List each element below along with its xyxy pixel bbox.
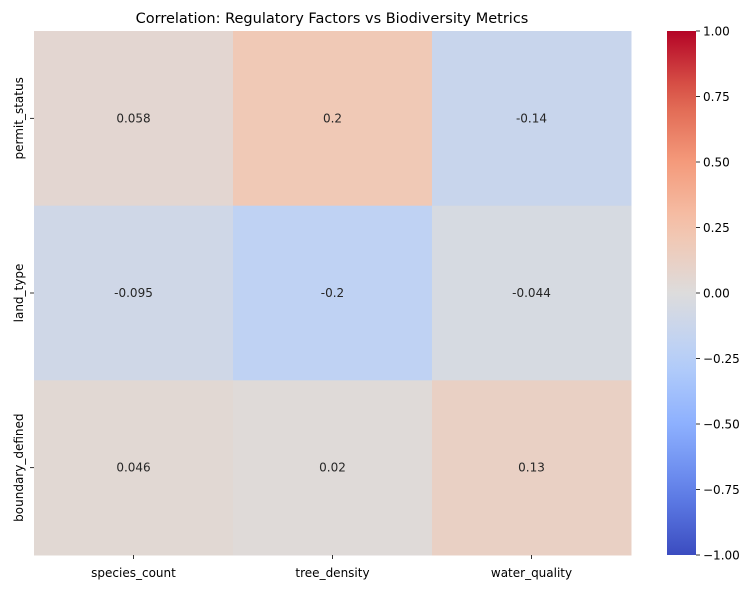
heatmap-cell bbox=[233, 31, 433, 207]
heatmap-cell-labels: 0.058 0.2 -0.14 -0.095 -0.2 -0.044 0.046 0.02 0.… bbox=[114, 111, 551, 474]
y-tick-label: boundary_defined bbox=[12, 413, 26, 521]
colorbar: −1.00 −0.75 −0.50 −0.25 0.00 0.25 0.50 0.75 1.00 bbox=[667, 25, 740, 563]
x-tick-label: species_count bbox=[91, 566, 176, 580]
colorbar-tick-label: 0.50 bbox=[703, 156, 730, 170]
cell-value-label: -0.2 bbox=[321, 286, 344, 300]
x-tick-label: tree_density bbox=[295, 566, 369, 580]
colorbar-tick-label: −1.00 bbox=[703, 549, 740, 563]
cell-value-label: 0.02 bbox=[319, 461, 346, 475]
heatmap-cell bbox=[34, 380, 234, 556]
heatmap-cell bbox=[432, 205, 632, 381]
y-tick-label: permit_status bbox=[12, 77, 26, 159]
colorbar-tick-label: 0.75 bbox=[703, 90, 730, 104]
cell-value-label: -0.14 bbox=[516, 111, 547, 125]
cell-value-label: 0.058 bbox=[116, 111, 150, 125]
heatmap-cell bbox=[233, 205, 433, 381]
colorbar-tick-label: 1.00 bbox=[703, 25, 730, 39]
chart-title: Correlation: Regulatory Factors vs Biodi… bbox=[136, 11, 529, 27]
x-axis: species_count tree_density water_quality bbox=[91, 555, 572, 580]
cell-value-label: 0.2 bbox=[323, 111, 342, 125]
cell-value-label: -0.044 bbox=[512, 286, 551, 300]
cell-value-label: 0.13 bbox=[518, 461, 545, 475]
colorbar-tick-label: −0.50 bbox=[703, 418, 740, 432]
x-tick-label: water_quality bbox=[491, 566, 572, 580]
cell-value-label: 0.046 bbox=[116, 461, 150, 475]
y-axis: permit_status land_type boundary_defined bbox=[12, 77, 34, 522]
colorbar-tick-label: 0.00 bbox=[703, 287, 730, 301]
heatmap-cell bbox=[34, 205, 234, 381]
heatmap-cell bbox=[432, 31, 632, 207]
heatmap-cells bbox=[34, 31, 632, 556]
colorbar-tick-label: −0.25 bbox=[703, 352, 740, 366]
heatmap-cell bbox=[432, 380, 632, 556]
colorbar-tick-label: −0.75 bbox=[703, 483, 740, 497]
heatmap-cell bbox=[34, 31, 234, 207]
cell-value-label: -0.095 bbox=[114, 286, 153, 300]
heatmap-cell bbox=[233, 380, 433, 556]
colorbar-tick-label: 0.25 bbox=[703, 221, 730, 235]
y-tick-label: land_type bbox=[12, 264, 26, 323]
colorbar-gradient bbox=[667, 31, 696, 555]
